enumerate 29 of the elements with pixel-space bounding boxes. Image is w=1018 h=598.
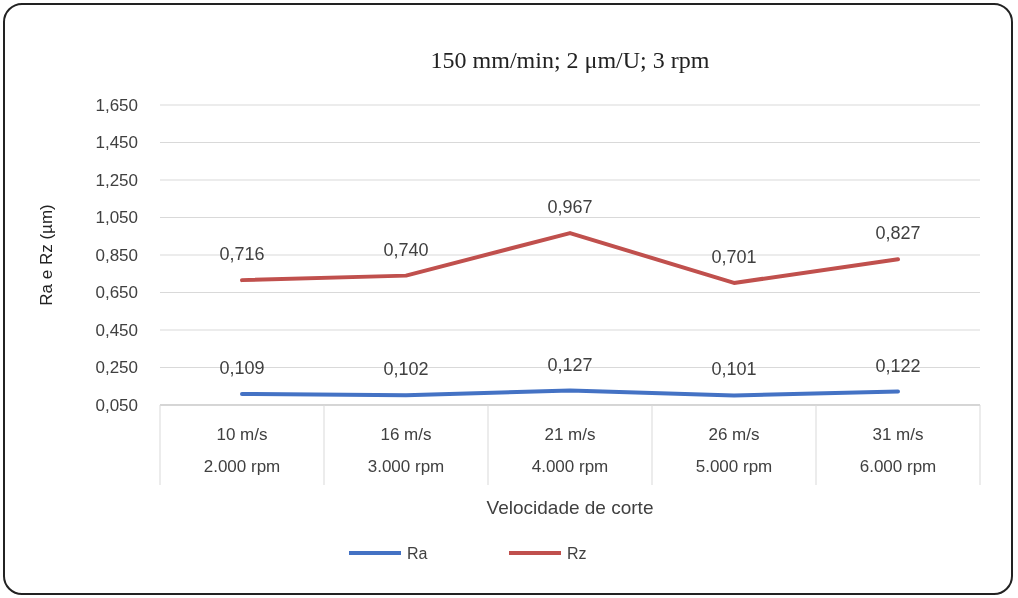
y-tick-label: 1,450 — [95, 133, 138, 153]
x-axis-title: Velocidade de corte — [486, 497, 654, 518]
y-tick-label: 1,050 — [95, 208, 138, 228]
legend-label: Rz — [567, 544, 587, 562]
x-tick-label: 10 m/s 2.000 rpm — [203, 425, 281, 476]
y-tick-label: 0,050 — [95, 395, 138, 415]
y-tick-label: 1,250 — [95, 170, 138, 190]
data-label: 0,102 — [383, 359, 429, 380]
x-tick-label: 26 m/s 5.000 rpm — [695, 425, 773, 476]
x-tick-label: 16 m/s 3.000 rpm — [367, 425, 445, 476]
chart-title: 150 mm/min; 2 μm/U; 3 rpm — [430, 47, 710, 73]
data-label: 0,127 — [547, 354, 593, 375]
y-tick-label: 0,250 — [95, 358, 138, 378]
data-label: 0,122 — [875, 355, 921, 376]
data-label: 0,967 — [547, 197, 593, 218]
data-label: 0,827 — [875, 223, 921, 244]
data-label: 0,101 — [711, 359, 757, 380]
y-tick-label: 0,650 — [95, 283, 138, 303]
x-tick-label: 31 m/s 6.000 rpm — [859, 425, 937, 476]
y-tick-label: 0,450 — [95, 320, 138, 340]
data-label: 0,740 — [383, 239, 429, 260]
data-label: 0,716 — [219, 244, 265, 265]
y-axis-title: Ra e Rz (µm) — [37, 204, 56, 306]
y-tick-label: 1,650 — [95, 95, 138, 115]
legend-label: Ra — [407, 544, 428, 562]
data-label: 0,109 — [219, 357, 265, 378]
data-label: 0,701 — [711, 246, 757, 267]
y-tick-label: 0,850 — [95, 245, 138, 265]
x-tick-label: 21 m/s 4.000 rpm — [531, 425, 609, 476]
